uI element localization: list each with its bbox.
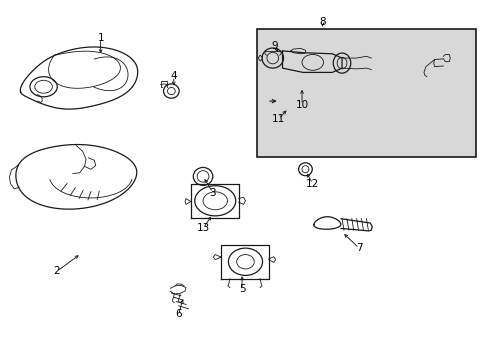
Text: 1: 1 [97, 33, 104, 43]
Text: 10: 10 [295, 100, 308, 110]
Bar [256, 30, 475, 157]
Text: 2: 2 [53, 266, 60, 276]
Text: 3: 3 [209, 188, 216, 198]
Text: 5: 5 [238, 284, 245, 294]
Text: 9: 9 [271, 41, 278, 50]
Text: 4: 4 [170, 71, 177, 81]
Text: 11: 11 [271, 114, 285, 124]
Text: 8: 8 [319, 17, 325, 27]
Text: 13: 13 [196, 224, 209, 233]
Text: 12: 12 [305, 179, 319, 189]
Text: 7: 7 [355, 243, 362, 253]
Text: 6: 6 [175, 310, 182, 319]
